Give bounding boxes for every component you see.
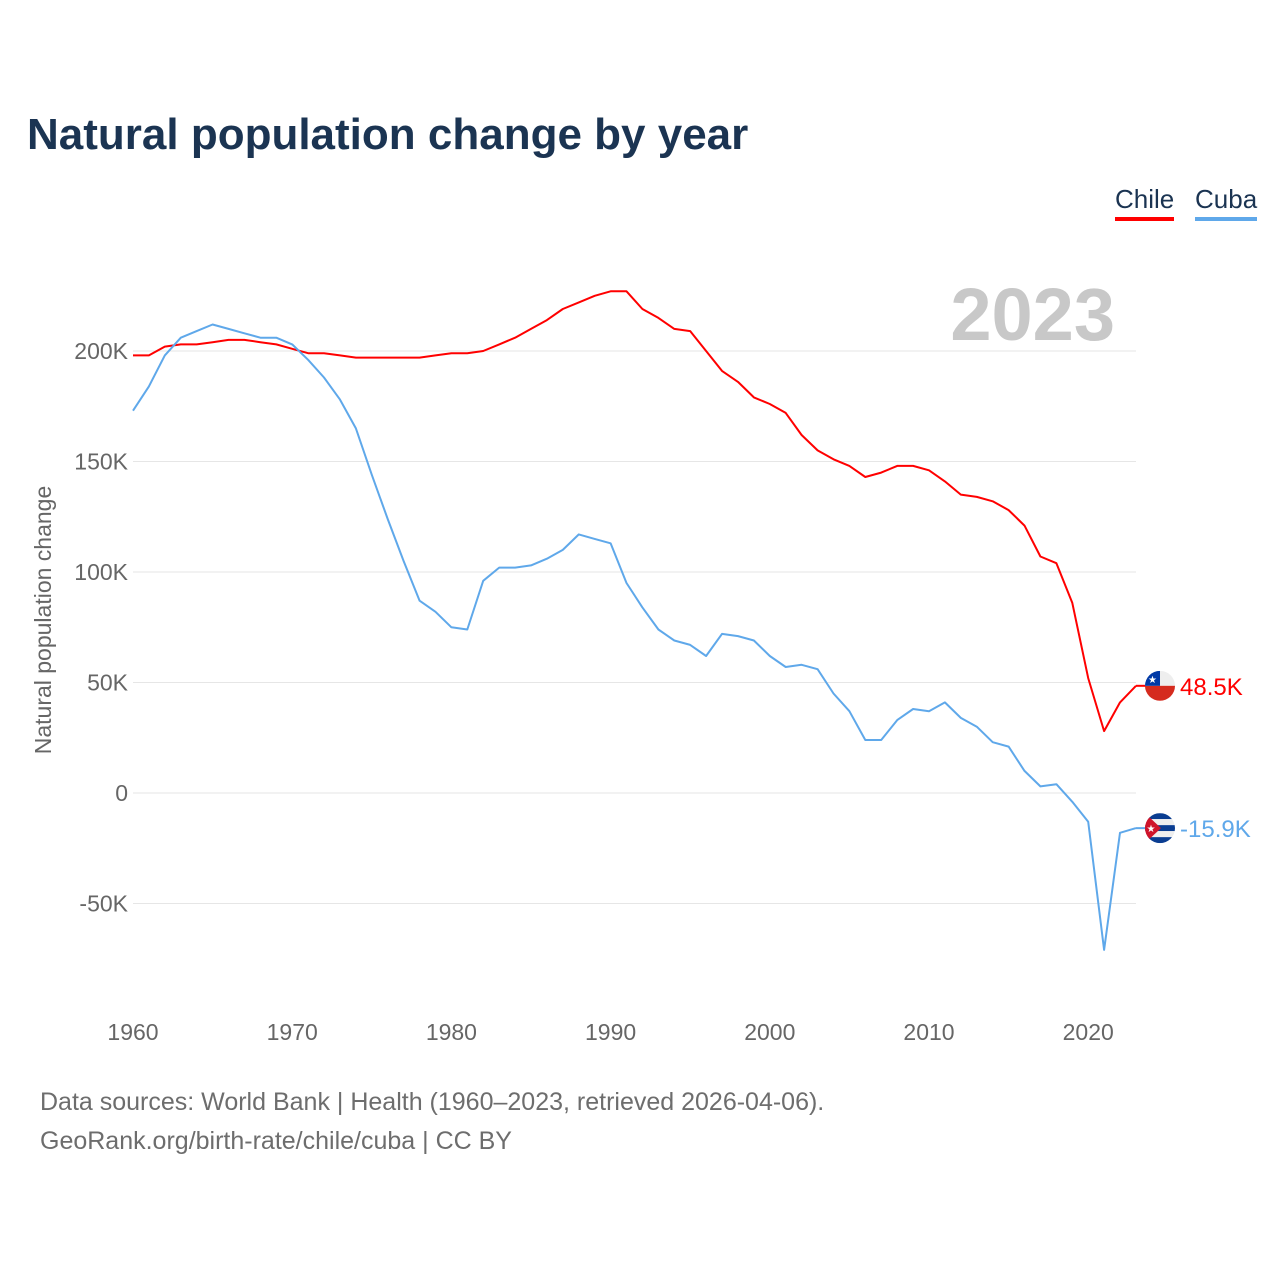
end-value-label-chile: 48.5K	[1180, 674, 1243, 701]
flag-stripe	[1145, 819, 1175, 826]
flag-stripe	[1145, 831, 1175, 838]
flag-stripe	[1145, 837, 1175, 844]
legend-item-cuba[interactable]: Cuba	[1195, 184, 1258, 221]
end-value-label-cuba: -15.9K	[1180, 816, 1251, 843]
legend-item-chile[interactable]: Chile	[1115, 184, 1175, 221]
x-tick-label: 2010	[903, 1019, 954, 1045]
y-tick-label: 50K	[87, 670, 129, 696]
flag-chile-icon	[1145, 670, 1175, 701]
y-tick-label: 0	[115, 780, 128, 806]
x-tick-label: 1980	[426, 1019, 477, 1045]
flag-star: ★	[1148, 675, 1157, 686]
flag-red	[1145, 685, 1175, 701]
flag-cuba-icon	[1145, 813, 1175, 844]
x-tick-label: 2000	[744, 1019, 795, 1045]
y-tick-label: 100K	[74, 559, 128, 585]
footer-sources: Data sources: World Bank | Health (1960–…	[40, 1088, 825, 1116]
y-axis-label: Natural population change	[30, 486, 56, 755]
x-tick-label: 1960	[107, 1019, 158, 1045]
chart-title: Natural population change by year	[27, 110, 749, 159]
series-line-chile	[133, 290, 1137, 733]
flag-stripe	[1145, 813, 1175, 820]
series-line-cuba	[132, 323, 1137, 951]
y-tick-label: 200K	[74, 338, 128, 364]
x-tick-label: 2020	[1063, 1019, 1114, 1045]
y-tick-label: 150K	[74, 449, 128, 475]
x-tick-label: 1970	[267, 1019, 318, 1045]
x-tick-label: 1990	[585, 1019, 636, 1045]
flag-triangle	[1145, 813, 1161, 844]
y-tick-label: -50K	[79, 891, 128, 917]
flag-star: ★	[1147, 824, 1156, 835]
year-label: 2023	[950, 273, 1115, 356]
footer-link[interactable]: GeoRank.org/birth-rate/chile/cuba | CC B…	[40, 1127, 512, 1155]
